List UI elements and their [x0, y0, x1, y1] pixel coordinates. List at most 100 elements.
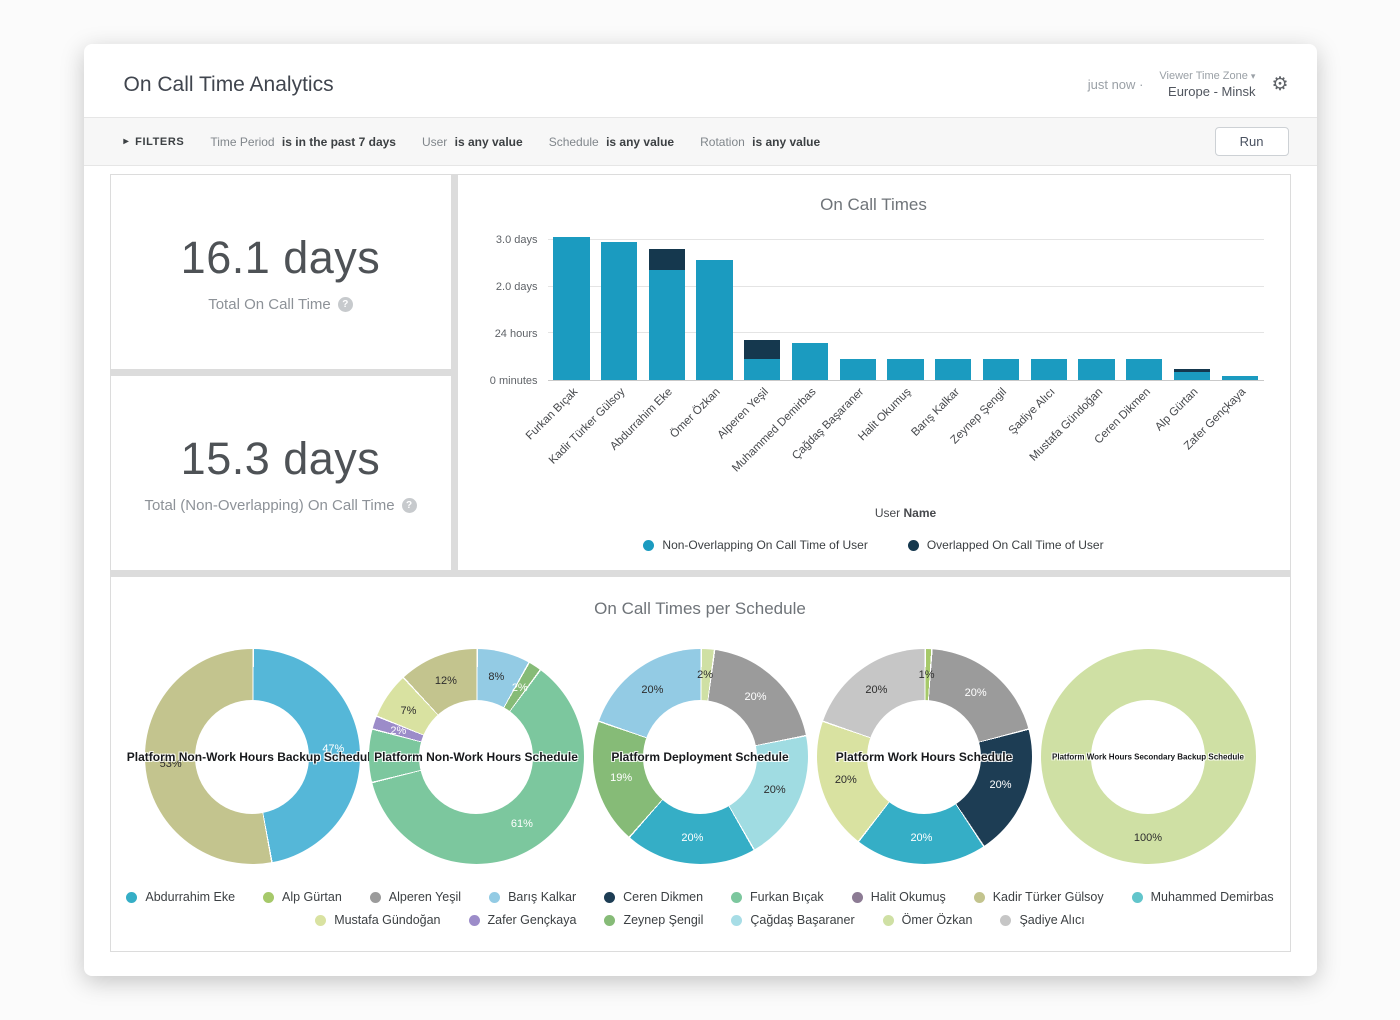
slice-label: 19%: [610, 771, 633, 784]
legend-user[interactable]: Çağdaş Başaraner: [731, 913, 855, 927]
legend-dot: [973, 891, 985, 903]
legend-dot: [604, 891, 616, 903]
bar[interactable]: [696, 260, 733, 380]
bar-yaxis: 0 minutes 24 hours 2.0 days 3.0 days: [484, 231, 548, 387]
legend-user[interactable]: Furkan Bıçak: [731, 890, 824, 904]
info-icon[interactable]: ?: [401, 497, 417, 513]
bar-segment-non-overlapping: [744, 358, 781, 380]
bar-segment-non-overlapping: [982, 358, 1020, 380]
bar-segment-non-overlapping: [648, 269, 685, 380]
bar-segment-non-overlapping: [553, 237, 590, 380]
filter-item[interactable]: Time Period is in the past 7 days: [210, 134, 396, 149]
legend-user[interactable]: Halit Okumuş: [851, 890, 946, 904]
legend-user[interactable]: Alp Gürtan: [263, 890, 342, 904]
bar[interactable]: [791, 342, 829, 380]
gridline: [547, 285, 1264, 287]
legend-user[interactable]: Zafer Gençkaya: [468, 913, 576, 927]
bar[interactable]: [1126, 358, 1163, 380]
bar-slot: [1073, 231, 1121, 380]
legend-item[interactable]: Non-Overlapping On Call Time of User: [643, 538, 868, 552]
legend-user[interactable]: Ceren Dikmen: [604, 890, 703, 904]
bar[interactable]: [887, 358, 924, 380]
settings-gear-icon[interactable]: ⚙: [1271, 74, 1289, 95]
bar-plot-wrap: Furkan Bıçak Kadir Türker Gülsoy Abdurrahi…: [523, 231, 1264, 528]
bar-slot: [834, 231, 882, 380]
bar[interactable]: [839, 358, 876, 380]
x-label-slot: Mustafa Gündoğan: [1027, 384, 1121, 504]
info-icon[interactable]: ?: [337, 296, 353, 312]
bar-legend: Non-Overlapping On Call Time of User Over…: [478, 528, 1270, 564]
x-axis-title-bold: Name: [903, 506, 937, 520]
legend-user-name: Muhammed Demirbas: [1150, 890, 1274, 904]
bar-slot: [691, 231, 739, 380]
slice-label: 20%: [744, 690, 767, 703]
bar-segment-overlapped: [1173, 369, 1211, 372]
legend-user-name: Halit Okumuş: [870, 890, 946, 904]
bar-slot: [643, 231, 691, 380]
slice-label: 20%: [763, 783, 786, 796]
bar[interactable]: [982, 358, 1020, 380]
filter-item[interactable]: Schedule is any value: [548, 134, 675, 149]
donut-chart: 1% 20% 20% 20% 20% 20% Platform Work Hours Sch…: [816, 649, 1032, 864]
bar-slot: [1216, 231, 1264, 380]
donut-hole: [419, 699, 533, 814]
x-label-slot: Abdurrahim Eke: [609, 384, 691, 504]
bar-segment-non-overlapping: [887, 358, 924, 380]
bar[interactable]: [1030, 358, 1067, 380]
run-button[interactable]: Run: [1214, 127, 1289, 156]
legend-user[interactable]: Abdurrahim Eke: [126, 890, 235, 904]
bar-segment-non-overlapping: [1126, 358, 1163, 380]
bar[interactable]: [553, 237, 590, 380]
bar[interactable]: [1221, 376, 1258, 380]
legend-user[interactable]: Zeynep Şengil: [604, 913, 703, 927]
total-non-overlapping-tile: 15.3 days Total (Non-Overlapping) On Cal…: [110, 376, 451, 570]
legend-user[interactable]: Muhammed Demirbas: [1131, 890, 1274, 904]
bar-slot: [882, 231, 930, 380]
legend-user[interactable]: Şadiye Alıcı: [1000, 913, 1085, 927]
bar-slot: [738, 231, 786, 380]
legend-item[interactable]: Overlapped On Call Time of User: [907, 538, 1104, 552]
legend-user[interactable]: Ömer Özkan: [882, 913, 972, 927]
bar[interactable]: [1078, 358, 1115, 380]
bar[interactable]: [600, 241, 638, 380]
legend-dot: [1000, 914, 1012, 926]
stat-label-non-overlapping: Total (Non-Overlapping) On Call Time ?: [144, 497, 417, 514]
legend-dot: [731, 891, 743, 903]
legend-dot: [604, 914, 616, 926]
donut-title: Platform Work Hours Schedule: [835, 749, 1013, 764]
legend-user[interactable]: Mustafa Gündoğan: [315, 913, 441, 927]
donut-title: Platform Non-Work Hours Backup Schedule: [126, 749, 378, 764]
bar[interactable]: [648, 248, 685, 380]
header-right: just now · Viewer Time Zone ▾ Europe - M…: [1088, 70, 1289, 99]
filter-item[interactable]: Rotation is any value: [700, 134, 821, 149]
donut-title: Platform Deployment Schedule: [611, 749, 789, 764]
legend-dot: [263, 891, 275, 903]
legend-dot: [643, 539, 655, 551]
legend-dot: [731, 914, 743, 926]
legend-user[interactable]: Barış Kalkar: [489, 890, 576, 904]
slice-label: 20%: [681, 831, 704, 844]
legend-item-label: Overlapped On Call Time of User: [926, 538, 1104, 552]
y-axis-tick: 2.0 days: [495, 281, 538, 294]
bar[interactable]: [935, 358, 972, 380]
legend-dot: [489, 891, 501, 903]
slice-label: 20%: [989, 779, 1012, 792]
donut-charts: 47% 53% Platform Non-Work Hours Backup Sch…: [121, 621, 1280, 874]
bar-slot: [548, 231, 596, 380]
slice-label: 53%: [159, 758, 182, 771]
filter-item[interactable]: User is any value: [421, 134, 523, 149]
legend-dot: [468, 914, 480, 926]
filters-toggle[interactable]: ▸ FILTERS: [124, 136, 185, 148]
bar[interactable]: [1173, 369, 1211, 380]
bar-slot: [786, 231, 834, 380]
legend-user[interactable]: Kadir Türker Gülsoy: [973, 890, 1104, 904]
timezone-label: Viewer Time Zone ▾: [1159, 70, 1255, 82]
y-axis-tick: 24 hours: [494, 328, 538, 341]
donut-chart: 2% 20% 20% 20% 19% 20% Platform Deployment Sch…: [592, 649, 808, 864]
expand-arrow-icon: ▸: [123, 136, 130, 147]
legend-user[interactable]: Alperen Yeşil: [369, 890, 461, 904]
bar[interactable]: [744, 340, 781, 380]
on-call-times-tile: On Call Times 0 minutes 24 hours 2.0 days 3…: [457, 175, 1290, 570]
timezone-selector[interactable]: Viewer Time Zone ▾ Europe - Minsk: [1159, 70, 1255, 99]
tiles-board: 16.1 days Total On Call Time ? 15.3 days…: [109, 174, 1291, 952]
